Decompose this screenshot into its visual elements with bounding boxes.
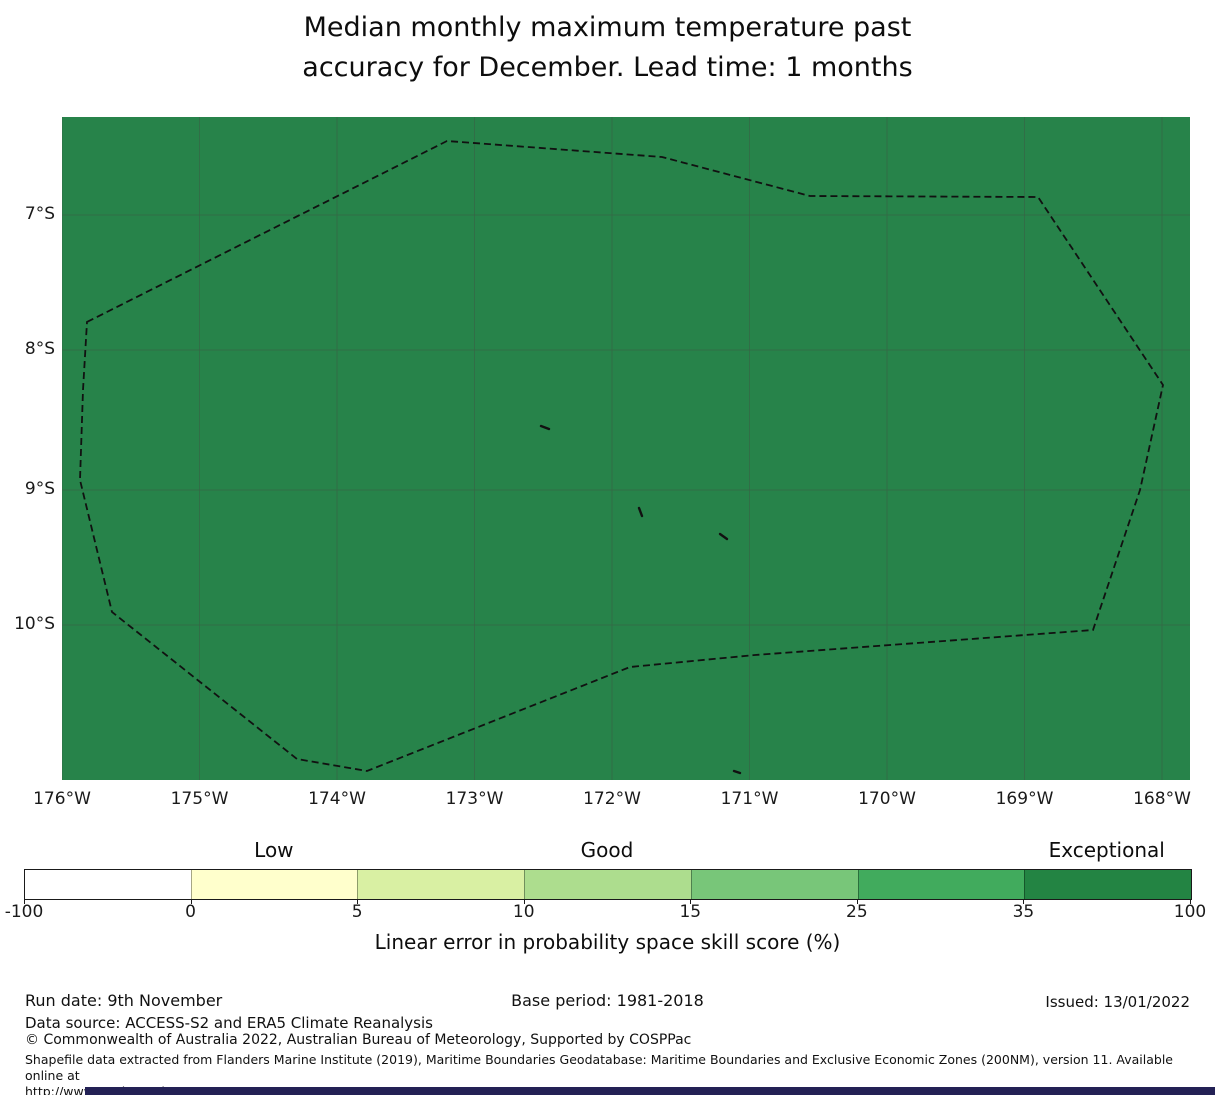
colorbar-segment [524,870,691,899]
shapefile-note-line1: Shapefile data extracted from Flanders M… [25,1052,1173,1083]
colorbar-tickmark [690,899,692,904]
colorbar-segment [25,870,191,899]
colorbar-tick-label: 15 [679,902,702,922]
island-marker [539,424,551,431]
lon-tick-label: 175°W [170,789,229,809]
eez-boundary-dashed [79,140,1164,772]
lon-tick-label: 168°W [1133,789,1191,809]
colorbar-tick-label: -100 [4,902,44,922]
colorbar-tickmark [357,899,359,904]
colorbar [24,869,1192,900]
lon-tick-label: 170°W [858,789,916,809]
colorbar-tick-label: 5 [351,902,363,922]
colorbar-category-label: Low [254,838,294,862]
figure-title-line1: Median monthly maximum temperature past [303,12,912,43]
colorbar-tickmark [24,899,25,904]
colorbar-category-label: Good [580,838,634,862]
map-area [61,117,1190,780]
colorbar-axis-label: Linear error in probability space skill … [374,930,841,954]
base-period-text: Base period: 1981-2018 [511,991,704,1010]
colorbar-tick-label: 25 [846,902,868,922]
colorbar-tick-label: 10 [512,902,535,922]
ocean-region [62,117,1190,780]
data-source-text: Data source: ACCESS-S2 and ERA5 Climate … [25,1014,433,1032]
lat-tick-label: 10°S [14,614,55,634]
lat-tick-label: 7°S [24,204,55,224]
figure-title-line2: accuracy for December. Lead time: 1 mont… [302,52,913,83]
colorbar-category-label: Exceptional [1048,838,1165,862]
lon-tick-label: 172°W [583,789,641,809]
island-marker [732,769,742,775]
lat-tick-label: 8°S [24,339,55,359]
colorbar-tickmark [856,899,858,904]
colorbar-tick-label: 35 [1012,902,1035,922]
figure-title: Median monthly maximum temperature past … [0,8,1215,88]
colorbar-tickmark [523,899,525,904]
colorbar-segment [690,870,858,899]
issued-date-text: Issued: 13/01/2022 [1045,993,1190,1011]
colorbar-segment [190,870,358,899]
bottom-page-bar [85,1087,1215,1095]
colorbar-tickmark [1190,899,1191,904]
lon-tick-label: 176°W [33,789,91,809]
colorbar-tick-label: 100 [1173,902,1207,922]
map-canvas [61,117,1190,780]
lon-tick-label: 173°W [445,789,504,809]
colorbar-segment [857,870,1025,899]
lon-tick-label: 169°W [995,789,1054,809]
colorbar-tickmark [190,899,192,904]
lat-tick-label: 9°S [24,479,55,499]
colorbar-segment [357,870,525,899]
run-date-text: Run date: 9th November [25,991,223,1010]
lon-tick-label: 171°W [720,789,779,809]
colorbar-tick-label: 0 [185,902,196,922]
copyright-text: © Commonwealth of Australia 2022, Austra… [25,1032,692,1048]
colorbar-tickmark [1023,899,1025,904]
island-marker [718,532,729,541]
island-marker [637,506,644,518]
lon-tick-label: 174°W [308,789,366,809]
colorbar-segment [1024,870,1192,899]
